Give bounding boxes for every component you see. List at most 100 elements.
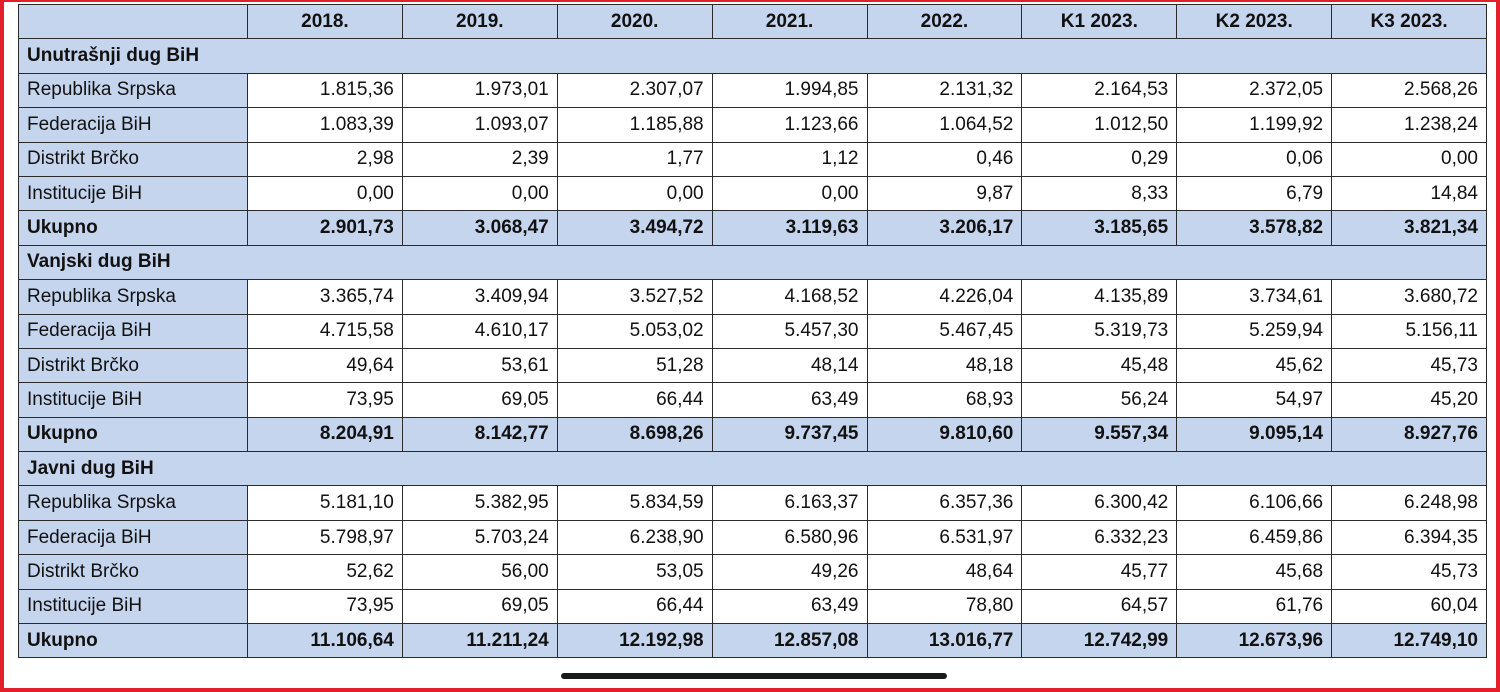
value-cell: 1.123,66 — [711, 107, 868, 143]
section-title: Vanjski dug BiH — [18, 244, 1487, 281]
value-cell: 2.307,07 — [556, 72, 713, 109]
total-value-cell: 3.206,17 — [866, 210, 1023, 246]
value-cell: 6.106,66 — [1176, 485, 1333, 521]
total-value-cell: 3.119,63 — [711, 210, 868, 246]
total-value-cell: 8.698,26 — [556, 416, 713, 453]
value-cell: 69,05 — [401, 588, 558, 625]
total-value-cell: 3.068,47 — [401, 210, 558, 246]
total-row: Ukupno 2.901,73 3.068,47 3.494,72 3.119,63 3.… — [18, 210, 1487, 246]
table-row: Distrikt Brčko 49,64 53,61 51,28 48,14 48,18 4… — [18, 347, 1487, 384]
total-value-cell: 12.742,99 — [1021, 623, 1178, 659]
value-cell: 60,04 — [1331, 588, 1487, 625]
value-cell: 53,05 — [556, 554, 713, 590]
value-cell: 1,12 — [711, 141, 868, 177]
value-cell: 73,95 — [247, 588, 403, 625]
total-value-cell: 8.927,76 — [1331, 416, 1487, 453]
total-value-cell: 12.749,10 — [1331, 623, 1487, 659]
total-value-cell: 3.821,34 — [1331, 210, 1487, 246]
value-cell: 5.259,94 — [1176, 313, 1333, 349]
value-cell: 68,93 — [866, 382, 1023, 418]
total-value-cell: 12.192,98 — [556, 623, 713, 659]
value-cell: 45,48 — [1021, 347, 1178, 384]
value-cell: 45,20 — [1331, 382, 1487, 418]
value-cell: 5.457,30 — [711, 313, 868, 349]
value-cell: 1.185,88 — [556, 107, 713, 143]
total-value-cell: 3.494,72 — [556, 210, 713, 246]
value-cell: 66,44 — [556, 588, 713, 625]
value-cell: 45,62 — [1176, 347, 1333, 384]
value-cell: 48,18 — [866, 347, 1023, 384]
table-row: Republika Srpska 5.181,10 5.382,95 5.834,59… — [18, 485, 1487, 521]
total-value-cell: 9.737,45 — [711, 416, 868, 453]
value-cell: 4.226,04 — [866, 279, 1023, 315]
value-cell: 69,05 — [401, 382, 558, 418]
header-row: 2018. 2019. 2020. 2021. 2022. K1 2023. K… — [18, 3, 1487, 40]
total-value-cell: 13.016,77 — [866, 623, 1023, 659]
value-cell: 1.199,92 — [1176, 107, 1333, 143]
row-label: Federacija BiH — [18, 107, 248, 143]
value-cell: 5.467,45 — [866, 313, 1023, 349]
value-cell: 1.093,07 — [401, 107, 558, 143]
value-cell: 1,77 — [556, 141, 713, 177]
table-row: Federacija BiH 1.083,39 1.093,07 1.185,88 1.… — [18, 107, 1487, 143]
value-cell: 3.409,94 — [401, 279, 558, 315]
row-label: Institucije BiH — [18, 382, 248, 418]
debt-table: 2018. 2019. 2020. 2021. 2022. K1 2023. K… — [18, 3, 1487, 659]
table-row: Distrikt Brčko 52,62 56,00 53,05 49,26 48,64 4… — [18, 554, 1487, 590]
scroll-indicator[interactable] — [561, 673, 947, 679]
table-row: Institucije BiH 0,00 0,00 0,00 0,00 9,87 8,33 6… — [18, 175, 1487, 212]
value-cell: 1.815,36 — [247, 72, 403, 109]
value-cell: 78,80 — [866, 588, 1023, 625]
value-cell: 6.394,35 — [1331, 519, 1487, 556]
value-cell: 2.372,05 — [1176, 72, 1333, 109]
total-value-cell: 9.557,34 — [1021, 416, 1178, 453]
value-cell: 6.238,90 — [556, 519, 713, 556]
value-cell: 3.680,72 — [1331, 279, 1487, 315]
value-cell: 6.248,98 — [1331, 485, 1487, 521]
value-cell: 4.135,89 — [1021, 279, 1178, 315]
value-cell: 5.156,11 — [1331, 313, 1487, 349]
value-cell: 56,24 — [1021, 382, 1178, 418]
total-label: Ukupno — [18, 416, 248, 453]
total-value-cell: 3.185,65 — [1021, 210, 1178, 246]
row-label: Republika Srpska — [18, 279, 248, 315]
value-cell: 5.834,59 — [556, 485, 713, 521]
row-label: Federacija BiH — [18, 519, 248, 556]
value-cell: 49,64 — [247, 347, 403, 384]
value-cell: 5.382,95 — [401, 485, 558, 521]
value-cell: 48,14 — [711, 347, 868, 384]
total-value-cell: 9.095,14 — [1176, 416, 1333, 453]
column-header-2019: 2019. — [401, 3, 558, 40]
column-header-k2-2023: K2 2023. — [1176, 3, 1333, 40]
value-cell: 49,26 — [711, 554, 868, 590]
total-value-cell: 11.106,64 — [247, 623, 403, 659]
value-cell: 45,73 — [1331, 347, 1487, 384]
value-cell: 2.568,26 — [1331, 72, 1487, 109]
total-row: Ukupno 8.204,91 8.142,77 8.698,26 9.737,45 9.… — [18, 416, 1487, 453]
column-header-2022: 2022. — [866, 3, 1023, 40]
value-cell: 5.181,10 — [247, 485, 403, 521]
value-cell: 0,00 — [247, 175, 403, 212]
table-row: Federacija BiH 4.715,58 4.610,17 5.053,02 5.… — [18, 313, 1487, 349]
total-label: Ukupno — [18, 210, 248, 246]
section-row-unutrasnji-dug-bih: Unutrašnji dug BiH — [18, 38, 1487, 74]
table-row: Federacija BiH 5.798,97 5.703,24 6.238,90 6.… — [18, 519, 1487, 556]
total-row: Ukupno 11.106,64 11.211,24 12.192,98 12.857,… — [18, 623, 1487, 659]
value-cell: 63,49 — [711, 588, 868, 625]
section-row-vanjski-dug-bih: Vanjski dug BiH — [18, 244, 1487, 281]
total-value-cell: 11.211,24 — [401, 623, 558, 659]
total-label: Ukupno — [18, 623, 248, 659]
row-label: Institucije BiH — [18, 175, 248, 212]
value-cell: 3.365,74 — [247, 279, 403, 315]
value-cell: 5.798,97 — [247, 519, 403, 556]
value-cell: 8,33 — [1021, 175, 1178, 212]
value-cell: 6.163,37 — [711, 485, 868, 521]
table-row: Distrikt Brčko 2,98 2,39 1,77 1,12 0,46 0,29 0,… — [18, 141, 1487, 177]
value-cell: 2,98 — [247, 141, 403, 177]
value-cell: 3.734,61 — [1176, 279, 1333, 315]
row-label: Republika Srpska — [18, 72, 248, 109]
row-label: Institucije BiH — [18, 588, 248, 625]
value-cell: 1.012,50 — [1021, 107, 1178, 143]
value-cell: 14,84 — [1331, 175, 1487, 212]
